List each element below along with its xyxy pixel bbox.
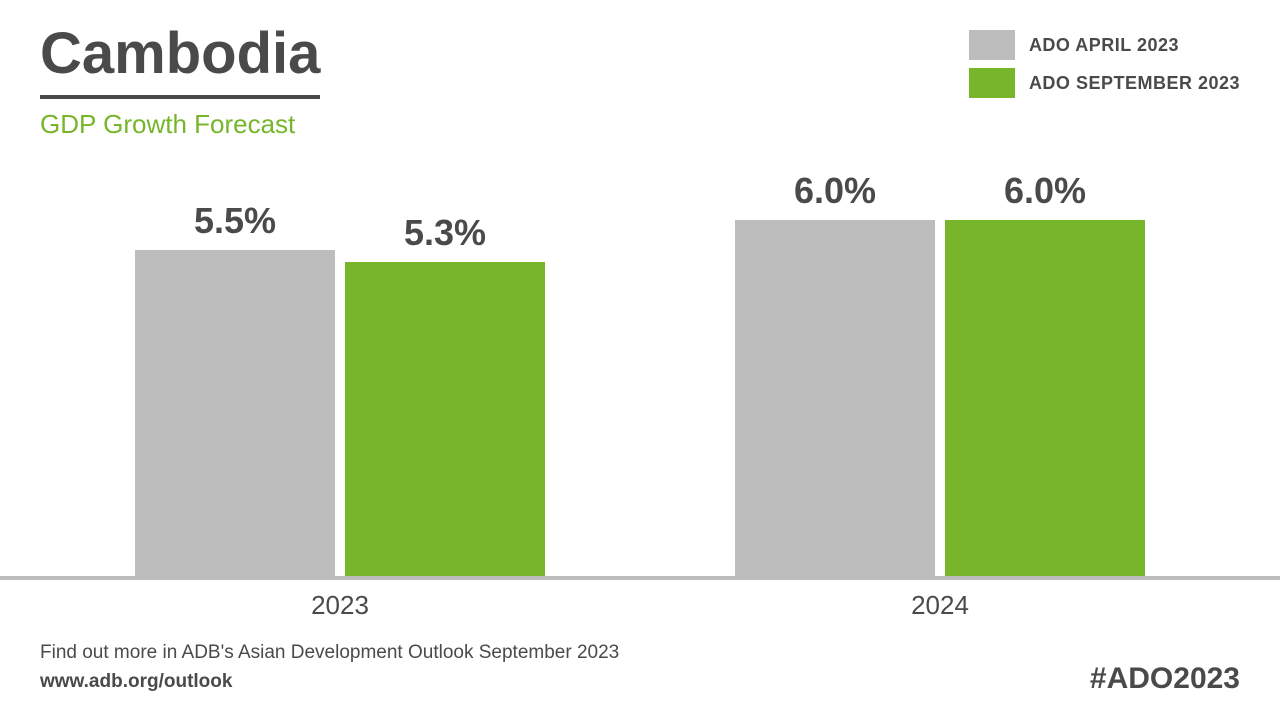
- bar-2023-september: [345, 262, 545, 580]
- chart-baseline: [0, 576, 1280, 580]
- bar-wrap-2023-september: 5.3%: [345, 212, 545, 580]
- bar-2023-april: [135, 250, 335, 580]
- bar-wrap-2024-april: 6.0%: [735, 170, 935, 580]
- bar-2024-september: [945, 220, 1145, 580]
- footer-note: Find out more in ADB's Asian Development…: [40, 639, 619, 668]
- title-underline: [40, 95, 320, 99]
- legend-swatch-september: [969, 68, 1015, 98]
- category-label-2024: 2024: [735, 590, 1145, 621]
- footer-link: www.adb.org/outlook: [40, 668, 619, 697]
- chart-groups: 5.5% 5.3% 2023 6.0% 6.0% 2024: [40, 180, 1240, 580]
- bar-wrap-2024-september: 6.0%: [945, 170, 1145, 580]
- footer-left: Find out more in ADB's Asian Development…: [40, 639, 619, 696]
- legend-swatch-april: [969, 30, 1015, 60]
- group-2023: 5.5% 5.3% 2023: [135, 200, 545, 580]
- footer: Find out more in ADB's Asian Development…: [40, 639, 1240, 696]
- legend-label-april: ADO APRIL 2023: [1029, 35, 1179, 56]
- bar-chart: 5.5% 5.3% 2023 6.0% 6.0% 2024: [40, 180, 1240, 580]
- category-label-2023: 2023: [135, 590, 545, 621]
- legend-label-september: ADO SEPTEMBER 2023: [1029, 73, 1240, 94]
- legend: ADO APRIL 2023 ADO SEPTEMBER 2023: [969, 30, 1240, 106]
- bar-2024-april: [735, 220, 935, 580]
- legend-item-april: ADO APRIL 2023: [969, 30, 1240, 60]
- bar-value-2024-september: 6.0%: [1004, 170, 1086, 212]
- footer-hashtag: #ADO2023: [1090, 662, 1240, 696]
- bar-wrap-2023-april: 5.5%: [135, 200, 335, 580]
- bar-value-2023-april: 5.5%: [194, 200, 276, 242]
- group-2024: 6.0% 6.0% 2024: [735, 170, 1145, 580]
- chart-subtitle: GDP Growth Forecast: [40, 109, 320, 140]
- bar-value-2023-september: 5.3%: [404, 212, 486, 254]
- title-block: Cambodia GDP Growth Forecast: [40, 20, 320, 140]
- infographic-page: Cambodia GDP Growth Forecast ADO APRIL 2…: [0, 0, 1280, 720]
- country-title: Cambodia: [40, 20, 320, 91]
- bar-value-2024-april: 6.0%: [794, 170, 876, 212]
- legend-item-september: ADO SEPTEMBER 2023: [969, 68, 1240, 98]
